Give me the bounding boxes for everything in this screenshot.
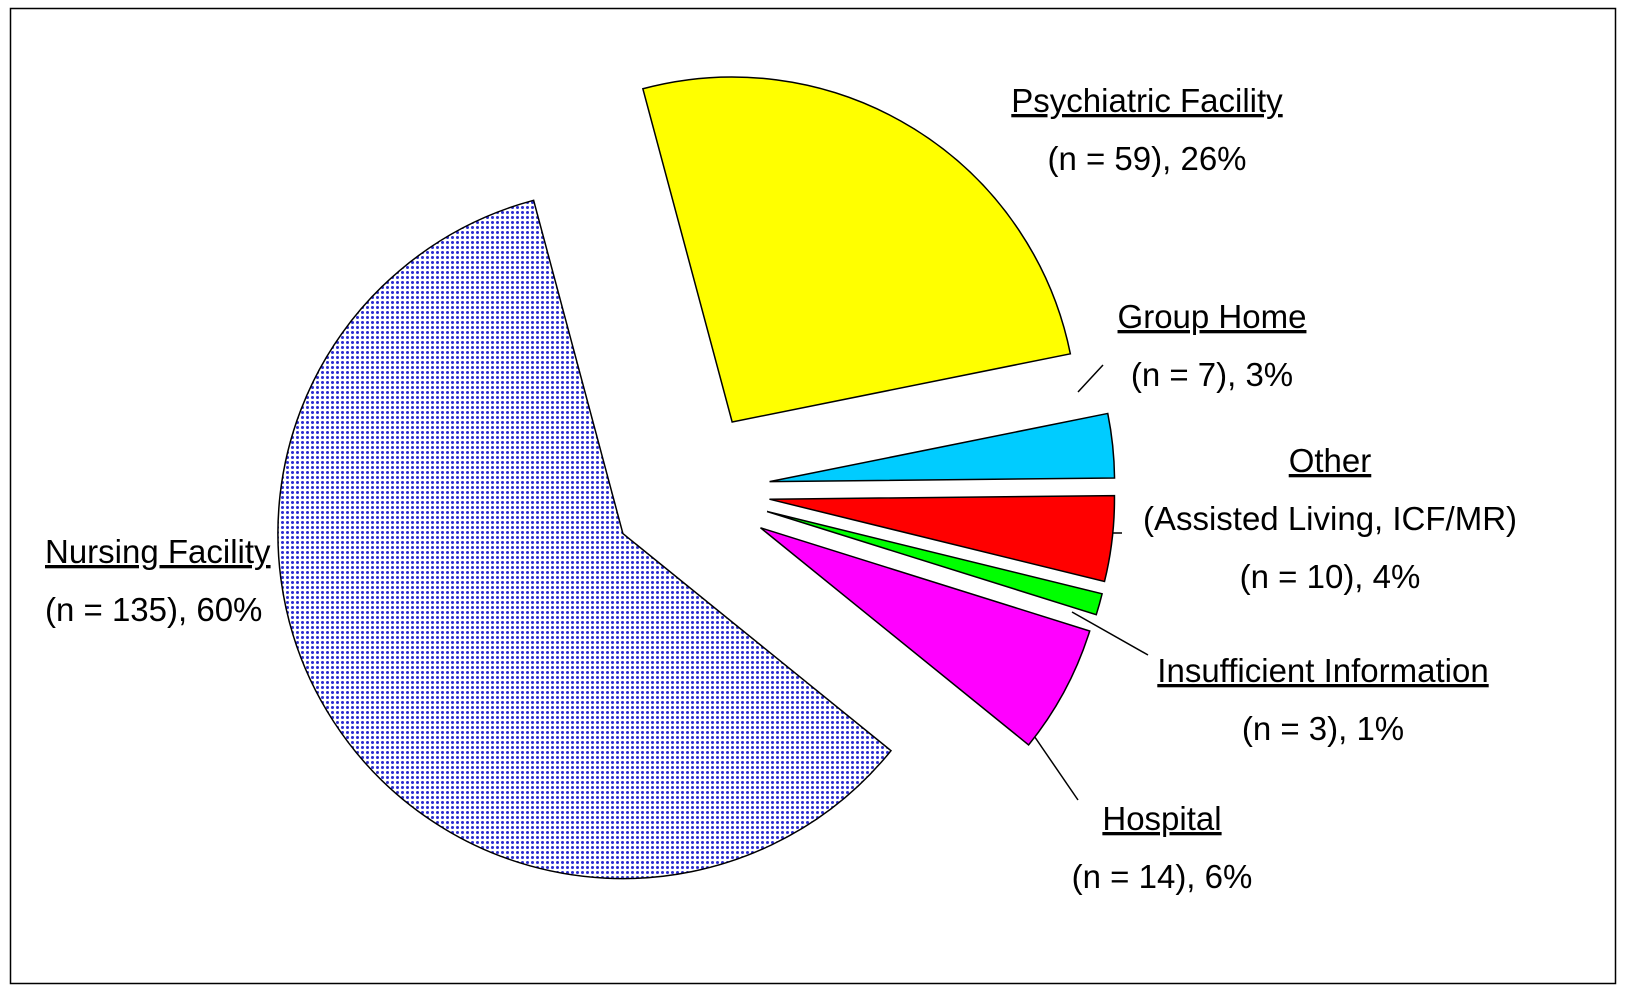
value-label: (n = 14), 6% [1072,858,1253,895]
slice-sublabel: (Assisted Living, ICF/MR) [1143,500,1517,537]
pie-slice [277,199,893,880]
value-label: (n = 10), 4% [1240,558,1421,595]
slice-label: Other [1289,442,1372,479]
slice-label: Psychiatric Facility [1011,82,1283,119]
chart-frame [9,7,1617,985]
slice-label: Hospital [1102,800,1221,837]
pie-slice [760,527,1091,746]
slice-label: Group Home [1118,298,1307,335]
value-label: (n = 3), 1% [1242,710,1404,747]
pie-slice [769,412,1116,483]
pie-slice [769,494,1116,583]
pie-slice [766,510,1103,616]
value-label: (n = 59), 26% [1047,140,1246,177]
leader-line [1071,611,1149,656]
value-label: (n = 135), 60% [45,591,262,628]
slice-label: Nursing Facility [45,533,271,570]
leader-line [1029,729,1079,801]
value-label: (n = 7), 3% [1131,356,1293,393]
slice-label: Insufficient Information [1157,652,1488,689]
pie-slice [641,76,1072,423]
leader-line [1077,364,1104,393]
